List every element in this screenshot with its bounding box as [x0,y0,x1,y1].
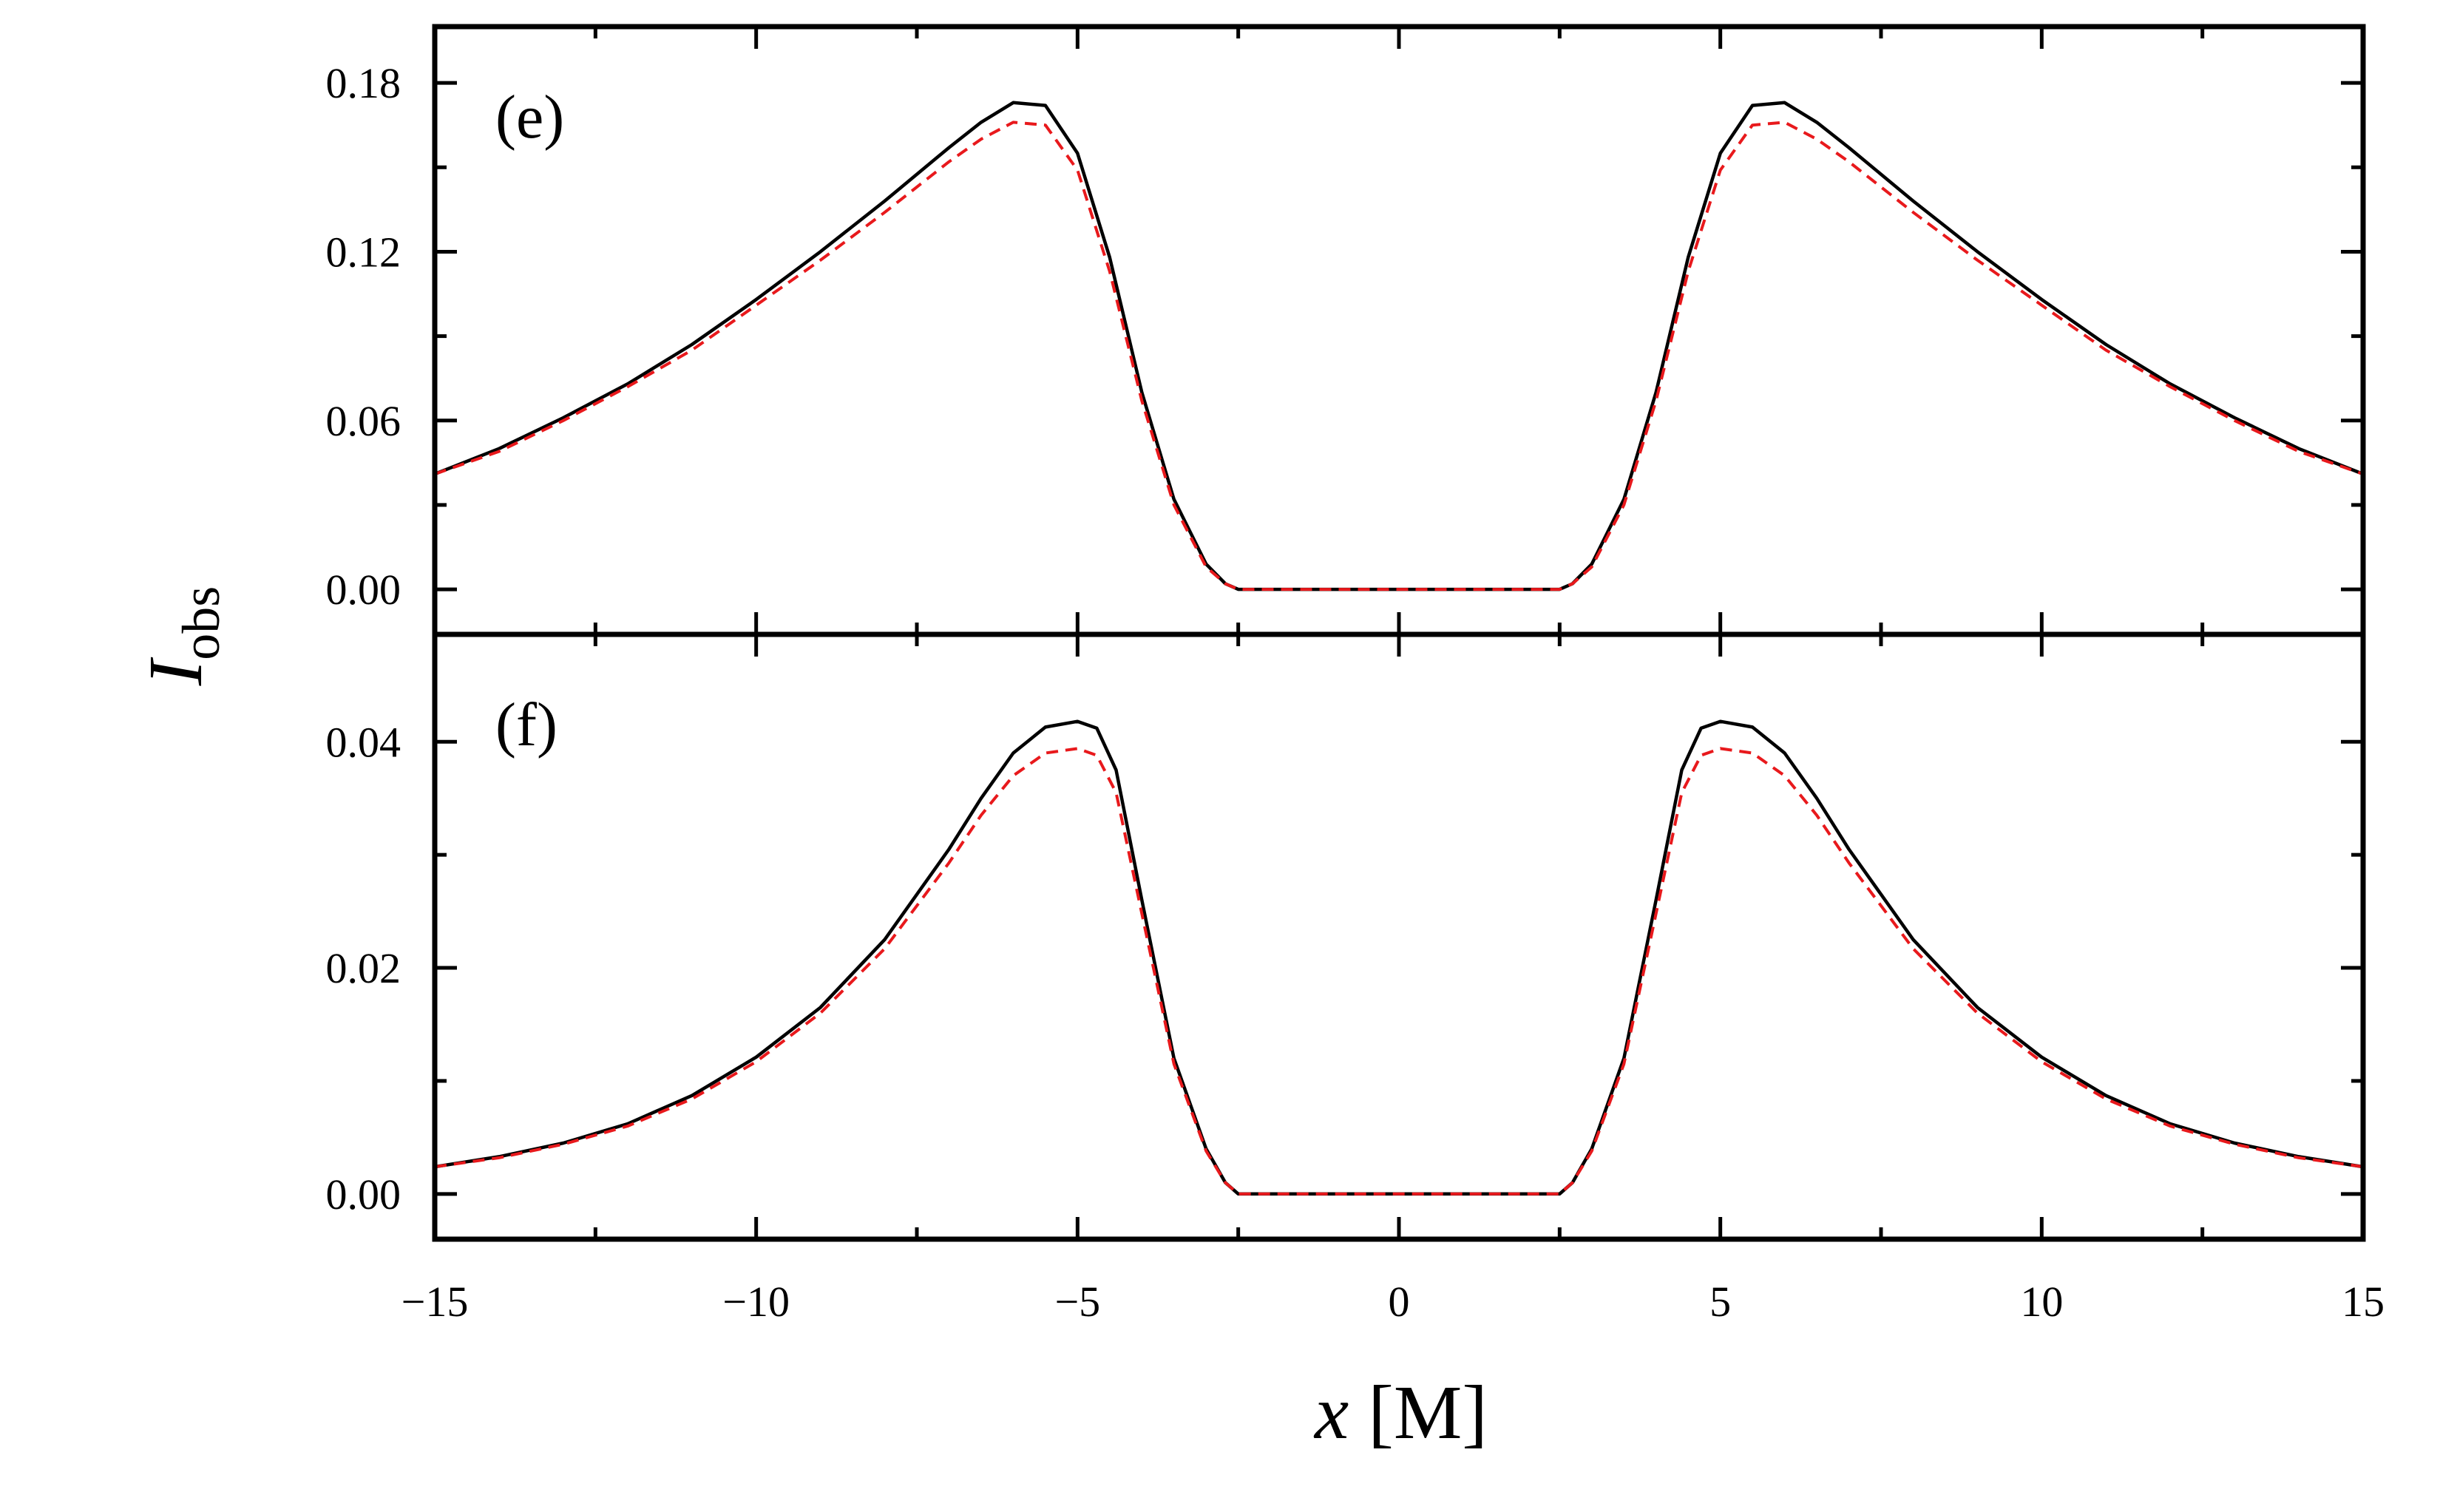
y-axis-title-var: I [133,657,218,686]
panel-f-x-tick-label: 15 [2342,1278,2385,1326]
panel-f-y-tick-label: 0.02 [326,944,401,992]
y-axis-title: Iobs [133,586,231,687]
panel-f-y-tick-label: 0.00 [326,1170,401,1218]
panel-f-series-dashed-line [434,747,2364,1196]
x-axis-title-var: x [1313,1370,1349,1455]
panel-f-x-tick-label: −10 [722,1278,790,1326]
panel-e-series-dashed-line [434,121,2364,591]
x-axis-title-unit: [M] [1349,1370,1488,1455]
panel-e-frame [432,24,2366,637]
panel-f-label: (f) [495,691,558,759]
panel-f-x-tick-label: −15 [401,1278,469,1326]
panel-f-y-tick-label: 0.04 [326,718,401,766]
panel-e-y-tick-label: 0.12 [326,228,401,276]
panel-f-x-tick-label: −5 [1054,1278,1100,1326]
panel-e: 0.00 0.06 0.12 0.18 (e) [326,24,2366,637]
panel-e-y-tick-label: 0.18 [326,59,401,107]
x-axis-title: x [M] [1313,1370,1488,1455]
panel-e-y-tick-label: 0.06 [326,397,401,445]
panel-e-series-solid-line [433,101,2365,591]
panel-f-x-tick-label: 5 [1709,1278,1731,1326]
panel-f: 0.00 0.02 0.04 −15 −10 −5 0 5 10 15 (f) [326,631,2385,1326]
panel-f-x-tick-label: 0 [1389,1278,1410,1326]
panel-f-x-tick-label: 10 [2020,1278,2063,1326]
panel-f-frame [432,631,2366,1242]
panel-e-y-tick-label: 0.00 [326,566,401,614]
panel-f-series-solid-line [433,719,2365,1196]
y-axis-title-sub: obs [172,586,231,660]
panel-e-label: (e) [495,83,564,152]
